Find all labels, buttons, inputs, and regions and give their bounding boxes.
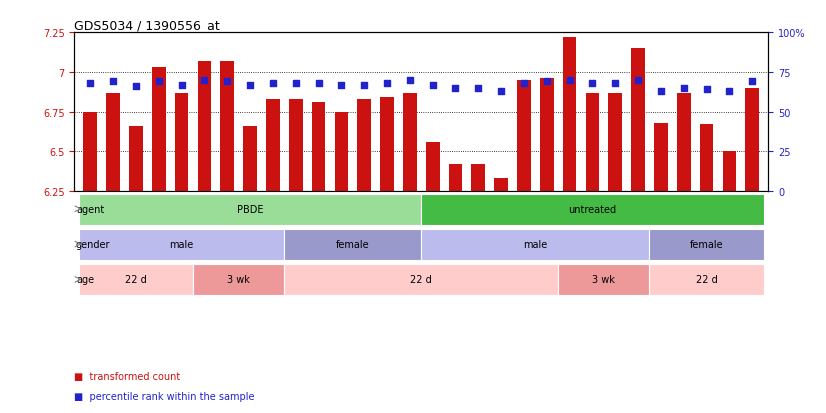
Point xyxy=(449,85,462,92)
Bar xyxy=(723,152,736,192)
Bar xyxy=(472,165,485,192)
Point xyxy=(266,81,279,87)
Bar xyxy=(193,265,284,296)
Bar xyxy=(676,93,691,192)
Bar xyxy=(631,49,645,192)
Text: 3 wk: 3 wk xyxy=(592,275,615,285)
Point xyxy=(358,82,371,89)
Bar xyxy=(107,93,120,192)
Bar xyxy=(380,98,394,192)
Bar xyxy=(426,142,439,192)
Point xyxy=(746,79,759,85)
Point xyxy=(221,79,234,85)
Bar xyxy=(311,103,325,192)
Bar xyxy=(563,38,577,192)
Point xyxy=(198,77,211,84)
Point xyxy=(175,82,188,89)
Text: untreated: untreated xyxy=(568,204,616,214)
Point xyxy=(563,77,577,84)
Bar xyxy=(494,179,508,192)
Text: 22 d: 22 d xyxy=(695,275,718,285)
Point xyxy=(586,81,599,87)
Text: 22 d: 22 d xyxy=(411,275,432,285)
Point xyxy=(517,81,530,87)
Bar xyxy=(266,100,280,192)
Text: 22 d: 22 d xyxy=(125,275,147,285)
Text: PBDE: PBDE xyxy=(237,204,263,214)
Point xyxy=(289,81,302,87)
Bar xyxy=(540,79,553,192)
Bar xyxy=(197,62,211,192)
Text: ■  transformed count: ■ transformed count xyxy=(74,371,181,381)
Bar xyxy=(358,100,371,192)
Point xyxy=(83,81,97,87)
Bar xyxy=(221,62,234,192)
Bar xyxy=(586,93,600,192)
Text: gender: gender xyxy=(76,240,111,249)
Text: age: age xyxy=(76,275,94,285)
Bar xyxy=(421,229,649,260)
Text: female: female xyxy=(336,240,369,249)
Point xyxy=(426,82,439,89)
Point xyxy=(403,77,416,84)
Bar xyxy=(609,93,622,192)
Bar xyxy=(129,127,143,192)
Bar xyxy=(558,265,649,296)
Bar xyxy=(335,112,349,192)
Bar xyxy=(79,265,193,296)
Text: ■  percentile rank within the sample: ■ percentile rank within the sample xyxy=(74,392,255,401)
Text: male: male xyxy=(169,240,194,249)
Text: agent: agent xyxy=(76,204,104,214)
Point xyxy=(654,88,667,95)
Point xyxy=(495,88,508,95)
Point xyxy=(381,81,394,87)
Point xyxy=(540,79,553,85)
Bar xyxy=(517,81,531,192)
Bar xyxy=(649,229,763,260)
Text: 3 wk: 3 wk xyxy=(227,275,250,285)
Bar xyxy=(152,68,166,192)
Text: GDS5034 / 1390556_at: GDS5034 / 1390556_at xyxy=(74,19,220,32)
Bar xyxy=(421,194,763,225)
Bar xyxy=(289,100,302,192)
Bar xyxy=(649,265,763,296)
Point xyxy=(700,87,713,93)
Point xyxy=(609,81,622,87)
Text: male: male xyxy=(523,240,548,249)
Bar xyxy=(284,229,421,260)
Bar xyxy=(700,125,714,192)
Bar xyxy=(449,165,463,192)
Point xyxy=(107,79,120,85)
Bar xyxy=(79,194,421,225)
Bar xyxy=(243,127,257,192)
Bar xyxy=(284,265,558,296)
Point xyxy=(677,85,691,92)
Point xyxy=(244,82,257,89)
Point xyxy=(723,88,736,95)
Point xyxy=(312,81,325,87)
Bar xyxy=(175,93,188,192)
Bar xyxy=(654,123,667,192)
Point xyxy=(631,77,644,84)
Bar xyxy=(79,229,284,260)
Bar xyxy=(83,112,97,192)
Point xyxy=(152,79,165,85)
Text: female: female xyxy=(690,240,724,249)
Point xyxy=(130,84,143,90)
Bar xyxy=(403,93,416,192)
Point xyxy=(472,85,485,92)
Point xyxy=(335,82,348,89)
Bar xyxy=(745,88,759,192)
